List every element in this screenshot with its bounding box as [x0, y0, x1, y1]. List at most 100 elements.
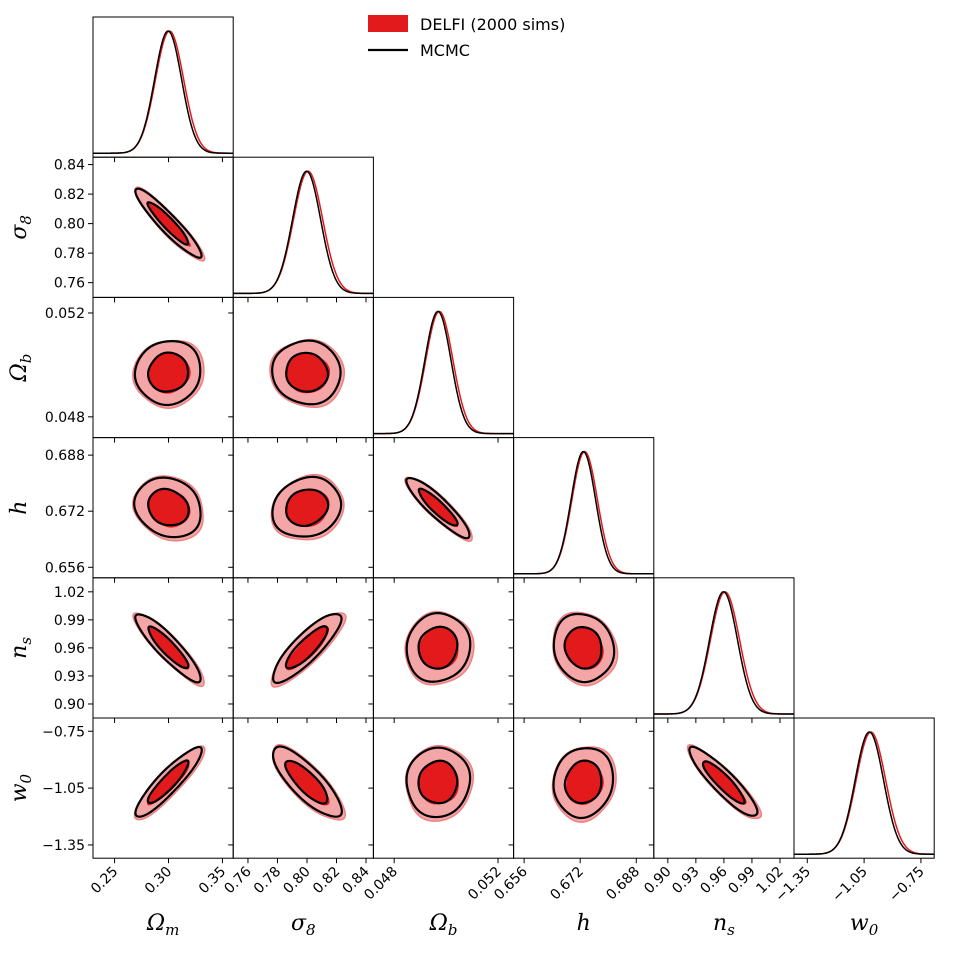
- mcmc-68-contour: [284, 759, 329, 805]
- panel-Om-Om: [92, 16, 234, 163]
- x-tick-label-ns: 0.90: [641, 864, 674, 897]
- delfi-marginal-Om: [93, 30, 234, 154]
- delfi-68-contour: [147, 760, 190, 806]
- y-tick-label-s8: 0.76: [54, 276, 85, 292]
- x-tick-label-h: 0.688: [603, 864, 643, 904]
- mcmc-68-contour: [285, 488, 330, 528]
- mcmc-68-contour: [285, 351, 330, 393]
- mcmc-95-contour: [271, 339, 342, 406]
- delfi-68-contour: [418, 488, 459, 528]
- x-tick-label-ns: 0.93: [669, 864, 702, 897]
- delfi-68-contour: [285, 760, 330, 806]
- panel-Om-Ob: 0.048 0.052: [45, 296, 234, 443]
- y-axis-label-s8: σ8: [7, 215, 35, 240]
- x-tick-label-ns: 0.96: [697, 864, 730, 897]
- x-tick-label-s8: 0.80: [280, 864, 313, 897]
- y-tick-label-s8: 0.80: [54, 217, 85, 233]
- y-axis-label-h: h: [7, 501, 32, 515]
- panel-Om-h: 0.656 0.672 0.688: [45, 437, 234, 583]
- mcmc-95-contour: [552, 612, 616, 684]
- x-tick-label-Om: 0.35: [196, 864, 229, 897]
- panel-s8-s8: [232, 156, 374, 303]
- corner-panels: 0.760.780.800.820.840.0480.0520.6560.672…: [7, 16, 935, 939]
- y-tick-label-Ob: 0.048: [45, 410, 85, 426]
- axis-labels: Ωm σ8 σ8 Ωb Ωb h h ns ns w0 w0: [7, 215, 879, 939]
- x-tick-label-Om: 0.30: [142, 864, 175, 897]
- panel-Ob-w0: 0.048 0.052: [361, 717, 515, 903]
- delfi-68-contour: [417, 626, 459, 670]
- mcmc-68-contour: [701, 760, 746, 805]
- y-tick-label-w0: −0.75: [42, 724, 85, 740]
- delfi-68-contour: [285, 626, 330, 671]
- delfi-68-contour: [149, 353, 191, 394]
- mcmc-marginal-w0: [794, 731, 935, 855]
- panel-Om-w0: 0.25 0.30 0.35 −1.35 −1.05 −0.75: [42, 717, 234, 897]
- mcmc-95-contour: [133, 476, 202, 539]
- mcmc-68-contour: [147, 487, 190, 527]
- x-tick-label-Om: 0.25: [88, 864, 121, 897]
- delfi-marginal-h: [513, 450, 654, 575]
- x-axis-label-Om: Ωm: [146, 911, 179, 939]
- panel-ns-w0: 0.900.930.960.991.02: [641, 717, 795, 897]
- mcmc-95-contour: [405, 746, 472, 819]
- x-axis-label-ns: ns: [713, 911, 735, 939]
- delfi-68-contour: [148, 489, 191, 528]
- delfi-68-contour: [565, 760, 604, 805]
- mcmc-95-contour: [134, 187, 203, 259]
- x-tick-label-h: 0.672: [547, 864, 587, 904]
- mcmc-95-contour: [133, 340, 202, 407]
- y-tick-label-s8: 0.78: [54, 246, 85, 262]
- mcmc-marginal-Ob: [373, 310, 514, 435]
- y-tick-label-w0: −1.05: [42, 781, 85, 797]
- mcmc-marginal-s8: [233, 170, 374, 295]
- delfi-marginal-w0: [794, 731, 935, 855]
- mcmc-95-contour: [272, 613, 343, 685]
- legend-label-delfi: DELFI (2000 sims): [420, 15, 565, 34]
- delfi-68-contour: [703, 761, 747, 805]
- x-tick-label-s8: 0.82: [310, 864, 343, 897]
- mcmc-68-contour: [417, 487, 459, 527]
- x-tick-label-w0: −0.75: [886, 864, 928, 906]
- y-tick-label-ns: 0.90: [54, 697, 85, 713]
- legend-swatch-delfi: [368, 15, 408, 32]
- x-tick-label-s8: 0.76: [221, 864, 254, 897]
- mcmc-68-contour: [147, 625, 190, 670]
- y-axis-label-ns: ns: [7, 637, 35, 659]
- delfi-68-contour: [285, 489, 330, 528]
- mcmc-95-contour: [405, 612, 472, 683]
- panel-frame: [653, 577, 795, 719]
- x-axis-label-h: h: [577, 911, 591, 936]
- mcmc-95-contour: [688, 745, 759, 817]
- x-tick-label-s8: 0.78: [251, 864, 284, 897]
- x-tick-label-ns: 0.99: [725, 864, 758, 897]
- mcmc-95-contour: [405, 476, 471, 540]
- mcmc-68-contour: [147, 351, 190, 393]
- mcmc-68-contour: [563, 759, 603, 805]
- mcmc-marginal-Om: [93, 30, 234, 154]
- legend: DELFI (2000 sims) MCMC: [368, 15, 565, 60]
- y-tick-label-s8: 0.84: [54, 158, 85, 174]
- panel-h-w0: 0.656 0.672 0.688: [491, 717, 655, 904]
- y-axis-label-w0: w0: [7, 773, 35, 802]
- y-tick-label-h: 0.688: [45, 448, 85, 464]
- x-tick-label-w0: −1.05: [829, 864, 871, 906]
- panel-Ob-Ob: [372, 296, 515, 443]
- mcmc-95-contour: [271, 745, 343, 818]
- panel-s8-Ob: [228, 296, 374, 443]
- panel-s8-w0: 0.760.780.800.820.84: [221, 717, 374, 897]
- mcmc-95-contour: [134, 613, 202, 684]
- panel-w0-w0: −1.35 −1.05 −0.75: [772, 717, 935, 906]
- x-axis-label-s8: σ8: [291, 911, 316, 939]
- panel-s8-ns: [228, 577, 374, 723]
- delfi-marginal-s8: [233, 170, 374, 295]
- y-tick-label-ns: 0.96: [54, 641, 85, 657]
- mcmc-68-contour: [146, 201, 190, 246]
- y-tick-label-ns: 1.02: [54, 585, 85, 601]
- panel-frame: [513, 437, 655, 579]
- y-tick-label-s8: 0.82: [54, 187, 85, 203]
- panel-h-ns: [508, 577, 655, 723]
- delfi-68-contour: [286, 352, 331, 394]
- y-tick-label-h: 0.656: [45, 560, 85, 576]
- mcmc-95-contour: [271, 475, 343, 538]
